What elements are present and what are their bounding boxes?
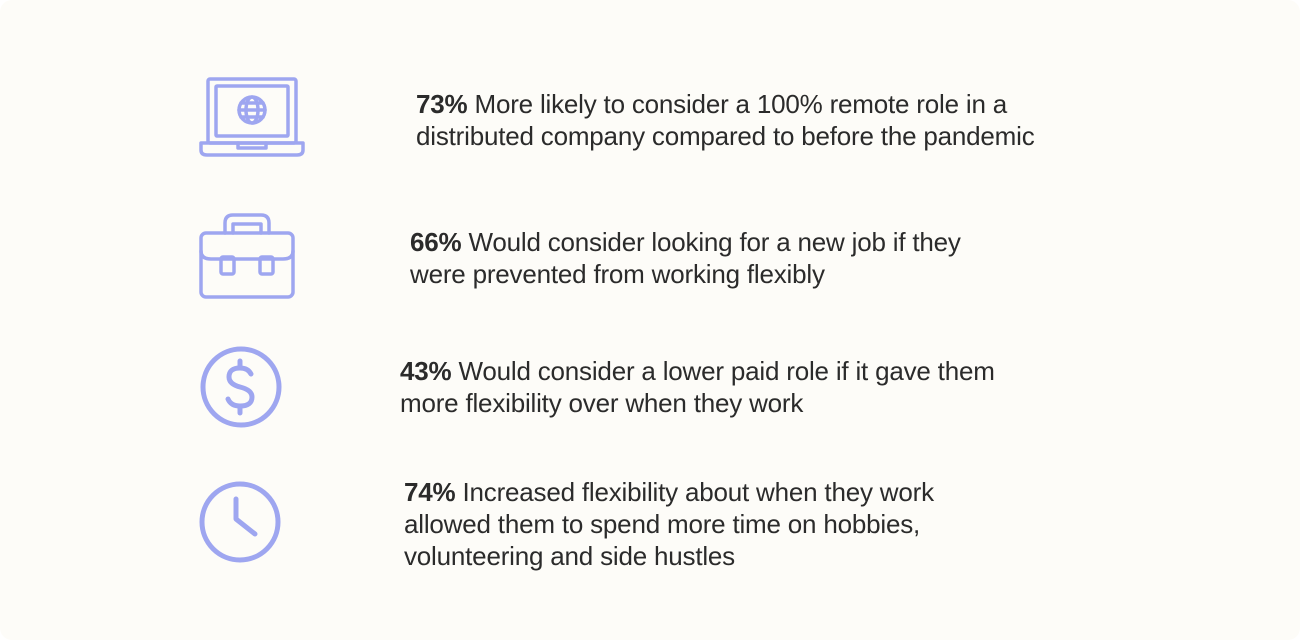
- stat-hobbies: 74% Increased flexibility about when the…: [404, 476, 1024, 572]
- clock-icon: [198, 479, 284, 565]
- laptop-globe-icon: [198, 76, 306, 160]
- stat-text: Would consider looking for a new job if …: [410, 227, 961, 289]
- stat-lower-paid: 43% Would consider a lower paid role if …: [400, 355, 1020, 419]
- briefcase-icon: [197, 211, 297, 301]
- stat-text: More likely to consider a 100% remote ro…: [416, 89, 1035, 151]
- stat-new-job: 66% Would consider looking for a new job…: [410, 226, 1010, 290]
- dollar-icon: [198, 344, 284, 430]
- stat-text: Would consider a lower paid role if it g…: [400, 356, 995, 418]
- stat-percent: 43%: [400, 356, 452, 386]
- stat-text: Increased flexibility about when they wo…: [404, 477, 934, 571]
- stat-percent: 73%: [416, 89, 468, 119]
- stat-percent: 74%: [404, 477, 456, 507]
- stat-percent: 66%: [410, 227, 462, 257]
- stat-remote-role: 73% More likely to consider a 100% remot…: [416, 88, 1036, 152]
